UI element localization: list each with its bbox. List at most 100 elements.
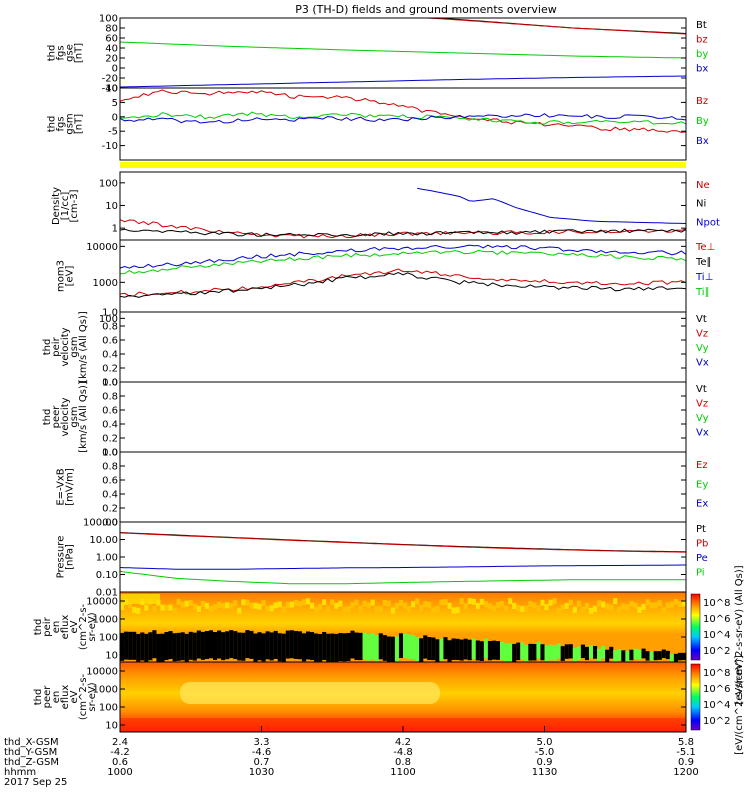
orbit-value: 5.0 xyxy=(537,737,553,748)
spec-cell xyxy=(681,600,687,607)
y-axis-label: peir xyxy=(51,336,62,356)
y-axis-label: thd xyxy=(33,619,44,636)
spec-cell xyxy=(318,603,323,610)
spec-cell xyxy=(257,632,262,661)
y-tick-label: 0.0 xyxy=(102,448,118,459)
colorbar-tick: 10^2 xyxy=(703,646,730,657)
spec-cell xyxy=(609,646,614,659)
legend-Vx: Vx xyxy=(696,428,709,439)
date-label: 2017 Sep 25 xyxy=(4,777,67,788)
spec-cell xyxy=(269,632,274,661)
y-tick-label: 100 xyxy=(99,14,118,25)
spec-cell xyxy=(184,600,189,607)
spec-cell xyxy=(217,630,222,659)
spec-cell xyxy=(297,631,302,660)
spec-cell xyxy=(257,603,262,610)
y-tick-label: 0.0 xyxy=(102,518,118,529)
spec-cell xyxy=(536,605,541,612)
spec-cell xyxy=(249,630,254,659)
hhmm-value: 1100 xyxy=(390,767,415,778)
y-tick-label: 10000 xyxy=(86,667,118,678)
spec-cell xyxy=(528,601,533,608)
y-tick-label: 1000 xyxy=(93,278,118,289)
spec-cell xyxy=(128,602,133,609)
y-axis-label: (cm^2-s- xyxy=(78,603,89,650)
spec-cell xyxy=(661,649,666,659)
spec-cell xyxy=(669,653,674,662)
spec-cell xyxy=(285,630,290,659)
y-tick-label: 0.8 xyxy=(102,392,118,403)
spec-cell xyxy=(411,601,416,608)
legend-bz: bz xyxy=(696,35,708,46)
spec-cell xyxy=(192,603,197,610)
spec-cell xyxy=(334,633,339,662)
y-tick-label: 100 xyxy=(99,178,118,189)
legend-Ez: Ez xyxy=(696,460,708,471)
spec-cell xyxy=(609,604,614,611)
spec-cell xyxy=(451,607,456,614)
spec-cell xyxy=(225,602,230,609)
spec-cell xyxy=(180,632,185,661)
spec-cell xyxy=(512,602,517,609)
y-tick-label: 80 xyxy=(105,24,118,35)
spec-cell xyxy=(459,639,464,661)
spec-cell xyxy=(681,652,687,661)
spec-cell xyxy=(221,632,226,661)
panel-bg xyxy=(120,382,686,452)
spec-cell xyxy=(508,598,513,605)
y-axis-label: [cm-3] xyxy=(69,189,80,222)
spec-cell xyxy=(487,641,492,661)
spec-cell xyxy=(265,631,270,660)
y-tick-label: 10 xyxy=(105,651,118,662)
spec-cell xyxy=(310,632,315,661)
spec-cell xyxy=(508,643,513,662)
spec-cell xyxy=(374,606,379,613)
spec-cell xyxy=(168,604,173,611)
panel-density: 100 10 1 Density[1/cc][cm-3] Ne Ni Npot xyxy=(51,171,720,241)
spec-cell xyxy=(233,600,238,607)
spec-cell xyxy=(136,633,141,662)
orbit-value: -5.0 xyxy=(535,747,555,758)
spec-cell xyxy=(677,601,683,608)
spec-cell xyxy=(520,642,525,660)
spec-cell xyxy=(455,607,460,614)
spec-cell xyxy=(479,641,484,661)
spec-cell xyxy=(281,633,286,662)
y-axis-label: en xyxy=(51,621,62,634)
legend-Vx: Vx xyxy=(696,358,709,369)
panel-bg xyxy=(120,452,686,522)
y-axis-label: Density xyxy=(51,187,62,225)
spec-cell xyxy=(475,602,480,609)
spec-cell xyxy=(301,633,307,662)
spec-cell xyxy=(403,633,408,659)
spec-cell xyxy=(653,651,658,661)
y-tick-label: 10 xyxy=(105,201,118,212)
spec-cell xyxy=(330,633,335,662)
spec-cell xyxy=(261,633,266,662)
y-tick-label: 100 xyxy=(99,703,118,714)
spec-cell xyxy=(637,649,642,660)
y-tick-label: 100 xyxy=(99,314,118,325)
series-line-Te⊥ xyxy=(119,268,687,297)
spec-cell xyxy=(394,636,400,662)
spec-cell xyxy=(601,646,606,659)
panel-frame xyxy=(119,381,687,453)
spec-cell xyxy=(649,651,654,661)
spec-cell xyxy=(390,636,395,662)
spec-cell xyxy=(314,606,319,613)
colorbar-label: [eV/(cm^2-s-sr-eV) (All Qs)] xyxy=(734,565,745,704)
spec-cell xyxy=(346,632,351,661)
spec-cell xyxy=(132,606,137,613)
spec-cell xyxy=(451,638,456,660)
spec-cell xyxy=(128,631,133,660)
colorbar-tick: 10^6 xyxy=(703,684,730,695)
spec-cell xyxy=(491,605,497,612)
spec-cell xyxy=(540,599,545,606)
spec-cell xyxy=(188,600,193,607)
spec-cell xyxy=(415,598,420,605)
spec-cell xyxy=(140,632,145,661)
y-tick-label: 1000 xyxy=(93,615,118,626)
legend-Vy: Vy xyxy=(696,343,709,354)
spec-cell xyxy=(621,650,626,662)
